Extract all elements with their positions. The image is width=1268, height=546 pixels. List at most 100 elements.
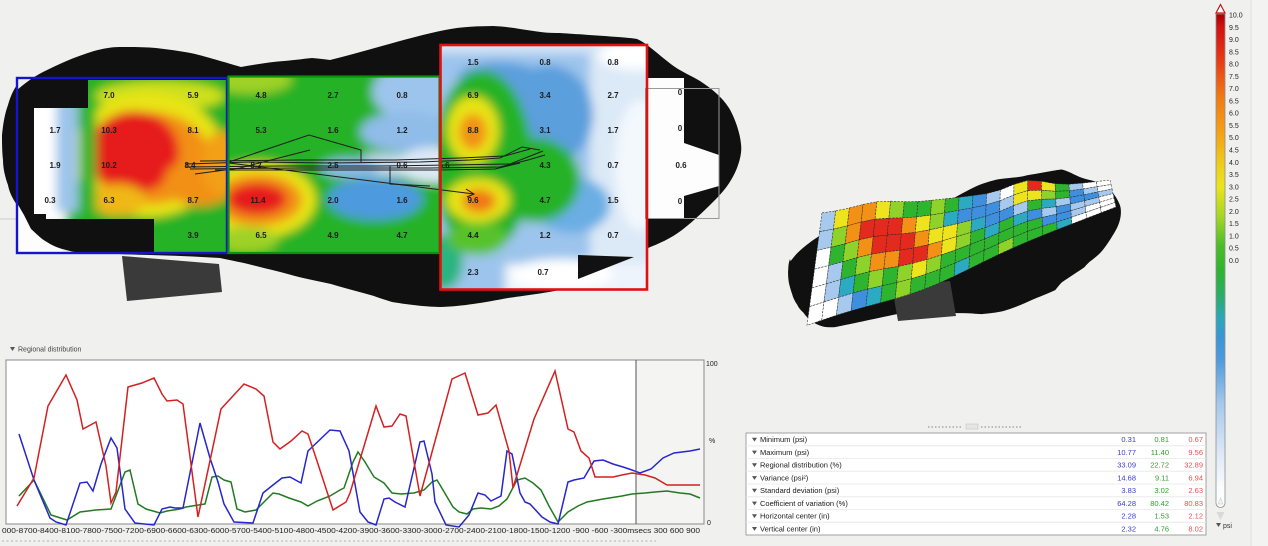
svg-text:14.68: 14.68 (1117, 473, 1136, 482)
svg-text:1.53: 1.53 (1154, 512, 1169, 521)
svg-text:Coefficient of variation (%): Coefficient of variation (%) (760, 499, 848, 508)
svg-text:0.7: 0.7 (607, 161, 619, 170)
svg-text:0.5: 0.5 (1229, 246, 1239, 253)
svg-text:8.0: 8.0 (1229, 62, 1239, 69)
svg-text:80.83: 80.83 (1184, 499, 1203, 508)
svg-text:0.6: 0.6 (675, 161, 687, 170)
svg-text:9.6: 9.6 (467, 196, 479, 205)
svg-text:1.6: 1.6 (396, 196, 408, 205)
svg-text:1.9: 1.9 (49, 161, 61, 170)
svg-text:2.5: 2.5 (327, 161, 339, 170)
svg-text:1.0: 1.0 (1229, 234, 1239, 241)
svg-text:Regional distribution (%): Regional distribution (%) (760, 461, 842, 470)
svg-text:0.8: 0.8 (539, 58, 551, 67)
svg-text:1.5: 1.5 (1229, 221, 1239, 228)
svg-text:32.89: 32.89 (1184, 461, 1203, 470)
svg-text:3.02: 3.02 (1154, 486, 1169, 495)
svg-text:80.42: 80.42 (1150, 499, 1169, 508)
svg-text:0: 0 (707, 520, 711, 527)
svg-text:8.7: 8.7 (187, 196, 199, 205)
svg-text:9.0: 9.0 (1229, 37, 1239, 44)
svg-text:Minimum (psi): Minimum (psi) (760, 435, 808, 444)
svg-text:2.32: 2.32 (1121, 525, 1136, 534)
svg-text:0.8: 0.8 (396, 91, 408, 100)
svg-text:1.5: 1.5 (607, 196, 619, 205)
svg-text:1.6: 1.6 (327, 126, 339, 135)
svg-text:6.5: 6.5 (1229, 98, 1239, 105)
svg-text:4.7: 4.7 (539, 196, 551, 205)
svg-text:0: 0 (678, 124, 683, 133)
svg-text:10.2: 10.2 (101, 161, 117, 170)
svg-text:2.5: 2.5 (1229, 197, 1239, 204)
svg-text:6.3: 6.3 (103, 196, 115, 205)
svg-text:8.02: 8.02 (1188, 525, 1203, 534)
svg-text:2.0: 2.0 (1229, 209, 1239, 216)
svg-text:4.7: 4.7 (396, 231, 408, 240)
svg-text:3.1: 3.1 (539, 126, 551, 135)
svg-text:5.5: 5.5 (1229, 123, 1239, 130)
svg-text:Regional distribution: Regional distribution (18, 347, 82, 354)
svg-text:7.0: 7.0 (1229, 86, 1239, 93)
svg-text:33.09: 33.09 (1117, 461, 1136, 470)
svg-text:2.0: 2.0 (327, 196, 339, 205)
svg-text:1.5: 1.5 (467, 58, 479, 67)
svg-text:Variance (psi²): Variance (psi²) (760, 473, 809, 482)
svg-text:Standard deviation (psi): Standard deviation (psi) (760, 486, 840, 495)
svg-text:3.83: 3.83 (1121, 486, 1136, 495)
svg-text:2.63: 2.63 (1188, 486, 1203, 495)
svg-text:0.0: 0.0 (1229, 258, 1239, 265)
svg-text:3.5: 3.5 (1229, 172, 1239, 179)
svg-text:7.5: 7.5 (1229, 74, 1239, 81)
svg-text:%: % (709, 438, 715, 445)
svg-text:4.5: 4.5 (1229, 148, 1239, 155)
svg-text:10.3: 10.3 (101, 126, 117, 135)
svg-text:11.4: 11.4 (250, 196, 266, 205)
svg-text:4.0: 4.0 (1229, 160, 1239, 167)
svg-text:3.9: 3.9 (187, 231, 199, 240)
svg-text:4.3: 4.3 (539, 161, 551, 170)
svg-text:Maximum (psi): Maximum (psi) (760, 448, 810, 457)
svg-text:5.3: 5.3 (255, 126, 267, 135)
svg-text:2.7: 2.7 (327, 91, 339, 100)
svg-text:0.81: 0.81 (1154, 435, 1169, 444)
svg-text:0: 0 (678, 197, 683, 206)
svg-text:1.2: 1.2 (396, 126, 408, 135)
svg-text:11.40: 11.40 (1151, 448, 1169, 457)
svg-text:9.56: 9.56 (1188, 448, 1203, 457)
svg-text:0.7: 0.7 (607, 231, 619, 240)
svg-text:6.5: 6.5 (255, 231, 267, 240)
svg-text:5.9: 5.9 (187, 91, 199, 100)
svg-text:Horizontal center (in): Horizontal center (in) (760, 512, 830, 521)
svg-text:0.8: 0.8 (607, 58, 619, 67)
svg-text:8.5: 8.5 (1229, 49, 1239, 56)
svg-text:0: 0 (678, 88, 683, 97)
svg-text:4.8: 4.8 (255, 91, 267, 100)
svg-text:4.9: 4.9 (327, 231, 339, 240)
svg-text:5.0: 5.0 (1229, 135, 1239, 142)
svg-text:3.0: 3.0 (1229, 184, 1239, 191)
svg-text:64.28: 64.28 (1117, 499, 1136, 508)
svg-text:10.77: 10.77 (1117, 448, 1136, 457)
svg-text:0.7: 0.7 (537, 268, 549, 277)
svg-text:9.5: 9.5 (1229, 25, 1239, 32)
svg-text:0.67: 0.67 (1188, 435, 1203, 444)
svg-text:1.7: 1.7 (49, 126, 61, 135)
svg-text:2.7: 2.7 (607, 91, 619, 100)
svg-text:100: 100 (706, 361, 718, 368)
svg-text:8.2: 8.2 (250, 161, 262, 170)
svg-text:2.28: 2.28 (1121, 512, 1136, 521)
svg-text:6.9: 6.9 (467, 91, 479, 100)
svg-text:8.1: 8.1 (187, 126, 199, 135)
svg-text:10.0: 10.0 (1229, 13, 1243, 20)
svg-text:1.7: 1.7 (607, 126, 619, 135)
svg-text:Vertical center (in): Vertical center (in) (760, 525, 821, 534)
svg-text:22.72: 22.72 (1150, 461, 1169, 470)
svg-text:0.3: 0.3 (44, 196, 56, 205)
svg-text:4.4: 4.4 (467, 231, 479, 240)
svg-text:2.3: 2.3 (467, 268, 479, 277)
svg-text:psi: psi (1223, 523, 1232, 530)
svg-text:7.0: 7.0 (103, 91, 115, 100)
svg-text:1.2: 1.2 (539, 231, 551, 240)
svg-text:6.94: 6.94 (1188, 473, 1203, 482)
svg-text:0.31: 0.31 (1121, 435, 1136, 444)
